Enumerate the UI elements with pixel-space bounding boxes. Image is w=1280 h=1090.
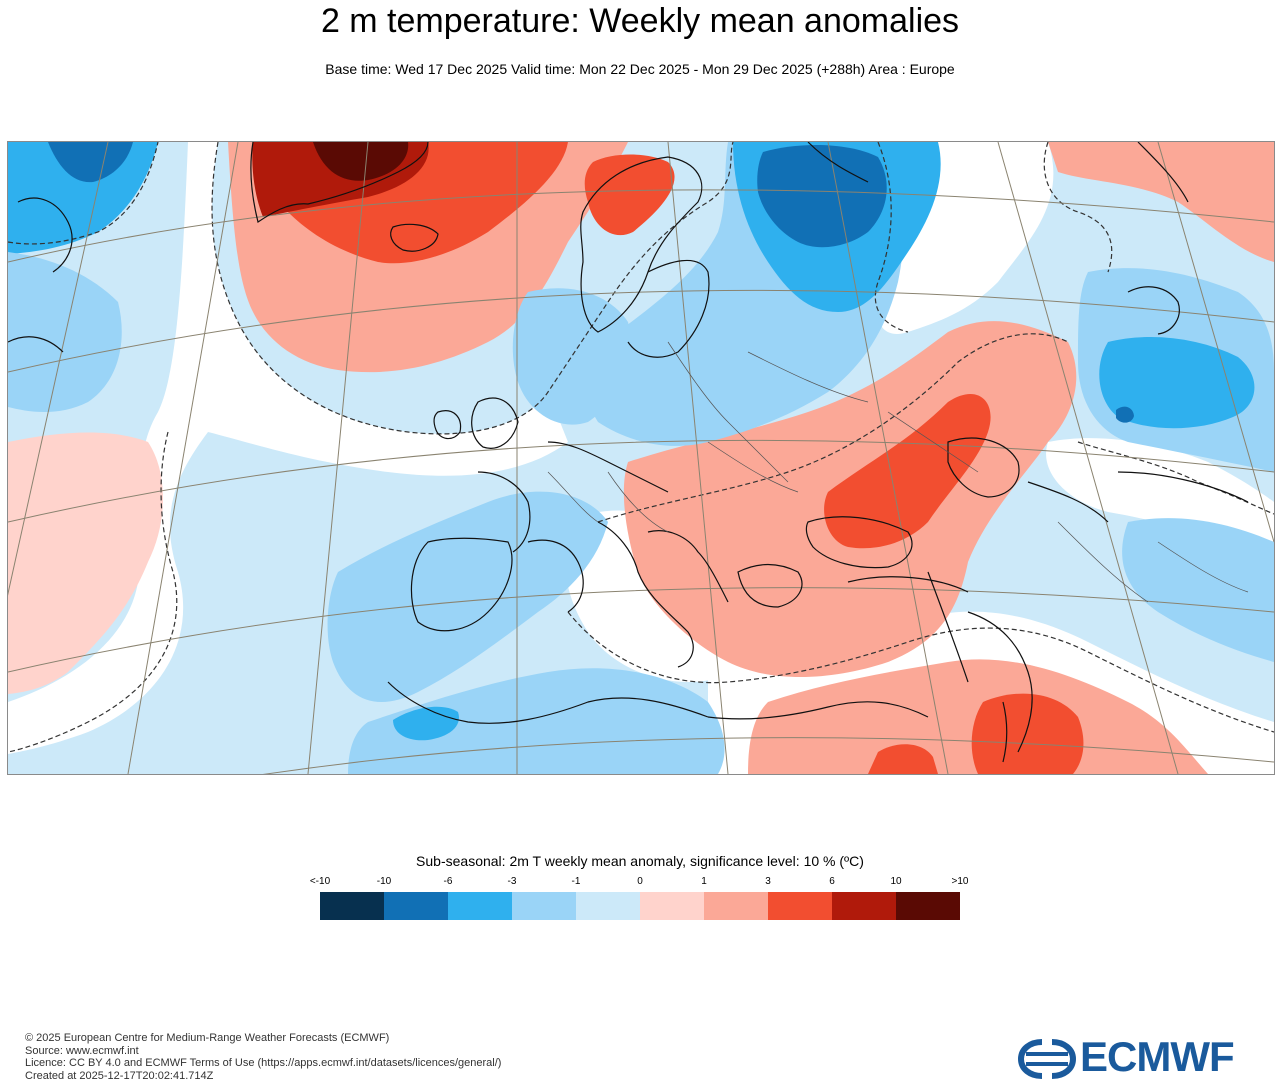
legend-label: -3 (507, 876, 517, 887)
ecmwf-logo: ECMWF (1016, 1033, 1261, 1082)
cold-anomaly-labrador (8, 252, 122, 412)
warm-anomaly-egypt (868, 744, 938, 774)
created-line: Created at 2025-12-17T20:02:41.714Z (25, 1069, 214, 1082)
legend-label: 0 (637, 876, 643, 887)
cold-anomaly-russia-peak (757, 145, 887, 248)
legend-swatch (704, 892, 768, 920)
legend-label: 3 (765, 876, 771, 887)
legend-colorbar (320, 892, 960, 920)
chart-subtitle: Base time: Wed 17 Dec 2025 Valid time: M… (325, 61, 955, 77)
legend-swatch (512, 892, 576, 920)
chart-title: 2 m temperature: Weekly mean anomalies (320, 2, 960, 40)
cold-anomaly-iran (1122, 518, 1274, 662)
legend-label: -10 (376, 876, 392, 887)
map-canvas (8, 142, 1274, 774)
cold-anomaly-central-asia-peak (1116, 406, 1134, 423)
ecmwf-logo-icon (1017, 1039, 1077, 1079)
legend-labels: <-10 -10 -6 -3 -1 0 1 3 6 10 >10 (288, 876, 992, 888)
cold-anomaly-central-asia-core (1099, 337, 1255, 429)
cold-anomaly-baltic (512, 288, 631, 425)
anomaly-map (7, 141, 1275, 775)
legend-swatch (384, 892, 448, 920)
warm-anomaly-norway (584, 154, 675, 236)
cold-anomaly-greenland-west-core (48, 142, 133, 183)
cold-anomaly-iberia-atlantic (327, 491, 608, 702)
legend-swatch (320, 892, 384, 920)
warm-anomaly-northeast-asia (1048, 142, 1274, 262)
legend-swatch (640, 892, 704, 920)
copyright-line: © 2025 European Centre for Medium-Range … (25, 1032, 390, 1044)
warm-anomaly-black-sea (824, 393, 991, 549)
legend-label: -6 (443, 876, 453, 887)
cold-anomaly-greenland-west (8, 142, 158, 254)
warm-anomaly-arabia (971, 693, 1084, 774)
significance-contours (8, 142, 1274, 753)
ecmwf-logo-text: ECMWF (1080, 1033, 1235, 1080)
legend-swatch (896, 892, 960, 920)
legend-label: 1 (701, 876, 707, 887)
legend-swatch (832, 892, 896, 920)
legend-swatch (448, 892, 512, 920)
legend-label: <-10 (309, 876, 331, 887)
legend-label: 6 (829, 876, 835, 887)
legend-title: Sub-seasonal: 2m T weekly mean anomaly, … (416, 853, 864, 869)
warm-anomaly-greenland-peak (313, 142, 409, 181)
footer-credits: © 2025 European Centre for Medium-Range … (25, 1032, 501, 1082)
cold-anomaly-north-africa (348, 668, 725, 774)
legend-label: -1 (571, 876, 581, 887)
graticule (8, 142, 1274, 774)
country-borders (547, 341, 1249, 603)
legend-label: 10 (890, 876, 902, 887)
neutral-zone-atlantic (8, 142, 568, 754)
source-line: Source: www.ecmwf.int (25, 1044, 139, 1057)
coastlines (8, 142, 1249, 763)
legend-swatch (768, 892, 832, 920)
legend-swatch (576, 892, 640, 920)
licence-line: Licence: CC BY 4.0 and ECMWF Terms of Us… (25, 1057, 502, 1069)
legend-label: >10 (951, 876, 969, 887)
